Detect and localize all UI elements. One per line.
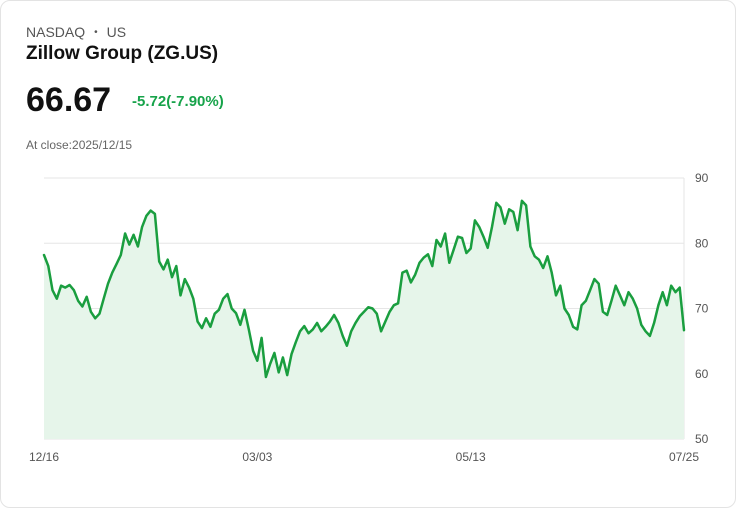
close-date: 2025/12/15 <box>72 138 133 152</box>
y-tick-label: 70 <box>695 302 709 316</box>
current-price: 66.67 <box>26 81 112 119</box>
y-tick-label: 80 <box>695 236 709 250</box>
exchange-line: NASDAQ • US <box>26 24 126 40</box>
close-info: At close:2025/12/15 <box>26 138 132 152</box>
close-label: At close: <box>26 138 73 152</box>
country-label: US <box>106 24 127 40</box>
x-tick-label: 12/16 <box>29 450 59 464</box>
x-tick-label: 03/03 <box>242 450 272 464</box>
y-axis-ticks: 90 80 70 60 50 <box>695 171 709 446</box>
exchange-label: NASDAQ <box>26 24 86 40</box>
y-tick-label: 90 <box>695 171 709 185</box>
chart-price-line[interactable] <box>42 199 686 379</box>
stock-title: Zillow Group (ZG.US) <box>26 43 219 64</box>
y-tick-label: 50 <box>695 432 709 446</box>
x-tick-label: 05/13 <box>456 450 486 464</box>
x-tick-label: 07/25 <box>669 450 699 464</box>
y-tick-label: 60 <box>695 367 709 381</box>
chart-area-fill <box>44 200 684 439</box>
price-change: -5.72(-7.90%) <box>132 93 224 110</box>
separator-dot: • <box>94 26 98 38</box>
